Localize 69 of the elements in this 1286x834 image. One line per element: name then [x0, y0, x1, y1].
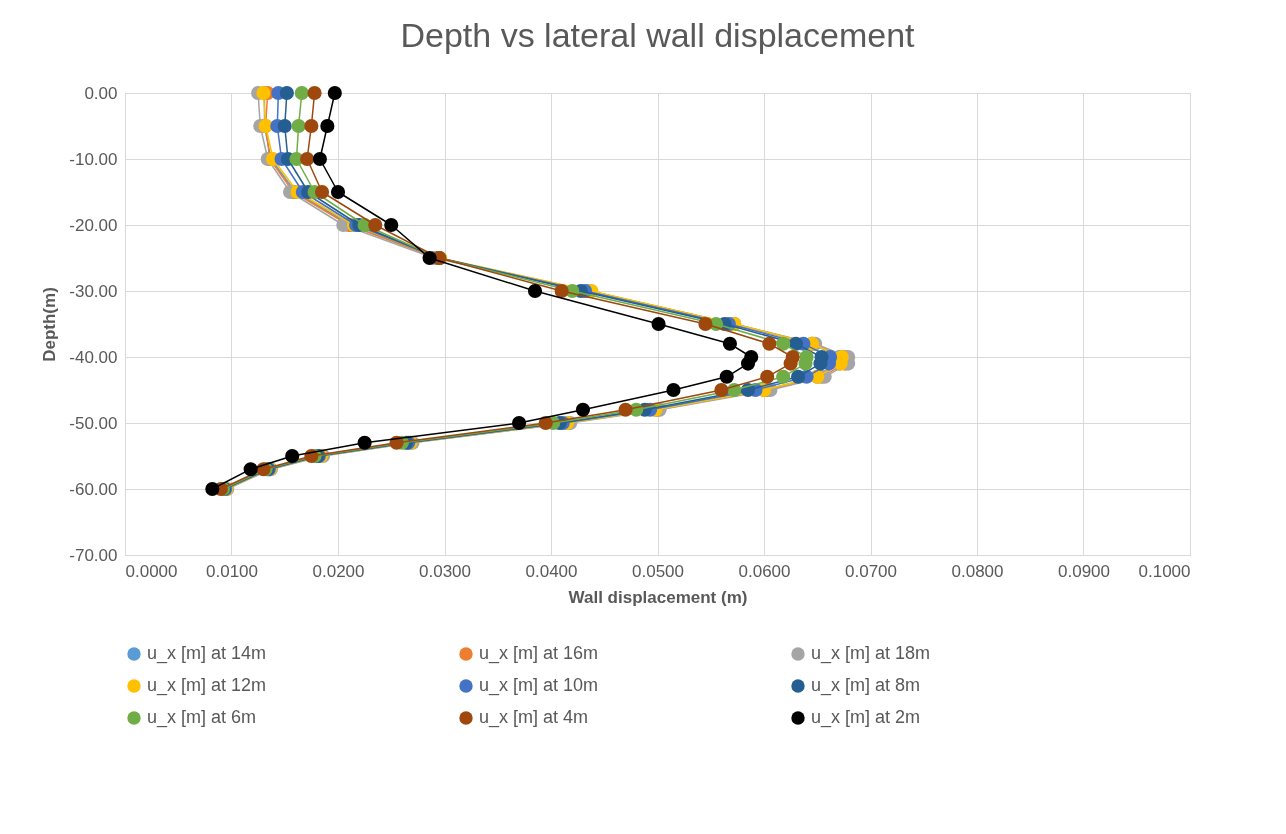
point: [243, 462, 258, 477]
point: [776, 369, 791, 384]
point: [575, 402, 591, 417]
point: [714, 382, 729, 398]
x-tick-label: 0.0500: [632, 561, 684, 581]
point: [776, 336, 791, 351]
point: [327, 85, 342, 101]
point: [291, 118, 306, 134]
point: [538, 415, 553, 431]
x-tick-label: 0.0800: [951, 561, 1004, 581]
point: [312, 151, 327, 167]
y-tick-label: -10.00: [69, 149, 118, 169]
legend-label: u_x [m] at 8m: [811, 675, 921, 696]
legend-label: u_x [m] at 2m: [811, 707, 921, 728]
point: [422, 250, 437, 266]
point: [666, 382, 681, 398]
x-tick-label: 0.0300: [419, 561, 471, 581]
y-axis-title: Depth(m): [40, 287, 60, 362]
point: [294, 85, 309, 101]
x-tick-label: 0.0000: [125, 561, 178, 581]
point: [277, 118, 292, 134]
point: [791, 369, 806, 384]
legend-label: u_x [m] at 12m: [147, 675, 267, 696]
point: [740, 356, 756, 371]
point: [554, 283, 569, 299]
point: [357, 435, 372, 450]
legend-label: u_x [m] at 4m: [479, 707, 589, 728]
point: [285, 448, 300, 464]
legend-label: u_x [m] at 6m: [147, 707, 257, 728]
x-tick-label: 0.1000: [1138, 561, 1191, 581]
x-tick-label: 0.0700: [845, 561, 897, 581]
y-tick-label: -60.00: [69, 479, 118, 499]
point: [511, 415, 527, 431]
x-axis-title: Wall displacement (m): [568, 587, 748, 607]
point: [279, 85, 294, 101]
y-tick-label: 0.00: [84, 83, 118, 103]
point: [330, 184, 346, 200]
point: [320, 118, 335, 134]
x-tick-label: 0.0200: [312, 561, 365, 581]
point: [307, 85, 322, 101]
x-tick-label: 0.0400: [525, 561, 578, 581]
y-tick-label: -20.00: [69, 215, 118, 235]
y-tick-label: -40.00: [69, 347, 118, 367]
point: [698, 316, 713, 332]
point: [762, 336, 777, 351]
point: [314, 184, 330, 200]
y-tick-label: -50.00: [69, 413, 118, 433]
x-tick-label: 0.0900: [1058, 561, 1110, 581]
legend-label: u_x [m] at 10m: [479, 675, 599, 696]
chart-title: Depth vs lateral wall displacement: [400, 16, 916, 54]
legend-label: u_x [m] at 18m: [811, 643, 931, 664]
point: [384, 217, 399, 233]
point: [760, 369, 775, 384]
point: [651, 316, 666, 332]
point: [304, 118, 319, 134]
point: [368, 217, 383, 233]
point: [722, 336, 737, 351]
x-tick-label: 0.0100: [206, 561, 258, 581]
point: [205, 481, 220, 497]
y-tick-label: -30.00: [69, 281, 118, 301]
point: [618, 402, 633, 417]
point: [300, 151, 315, 167]
y-tick-label: -70.00: [69, 545, 118, 565]
legend-label: u_x [m] at 14m: [147, 643, 267, 664]
point: [527, 283, 543, 299]
legend-label: u_x [m] at 16m: [479, 643, 599, 664]
point: [719, 369, 734, 384]
point: [783, 356, 798, 371]
x-tick-label: 0.0600: [738, 561, 791, 581]
